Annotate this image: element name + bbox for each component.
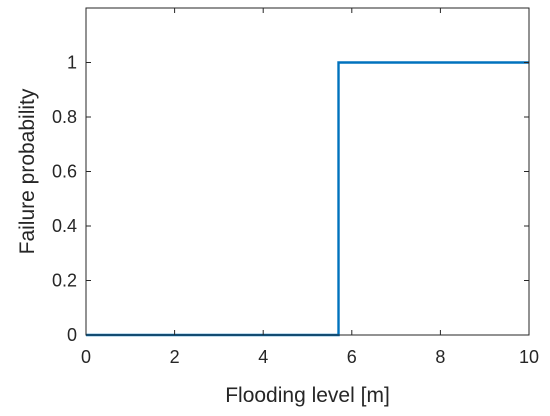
y-tick-label-4: 0.8 xyxy=(52,107,77,127)
x-tick-label-3: 6 xyxy=(347,347,357,367)
y-tick-label-3: 0.6 xyxy=(52,162,77,182)
x-tick-label-2: 4 xyxy=(258,347,268,367)
y-tick-label-1: 0.2 xyxy=(52,271,77,291)
y-axis-tick-labels: 0 0.2 0.4 0.6 0.8 1 xyxy=(52,53,77,346)
y-tick-label-2: 0.4 xyxy=(52,216,77,236)
x-axis-label: Flooding level [m] xyxy=(225,384,390,407)
x-tick-label-1: 2 xyxy=(170,347,180,367)
y-tick-label-5: 1 xyxy=(67,53,77,73)
y-axis-ticks xyxy=(86,62,529,336)
y-tick-label-0: 0 xyxy=(67,325,77,345)
x-axis-tick-labels: 0 2 4 6 8 10 xyxy=(81,347,539,367)
x-tick-label-0: 0 xyxy=(81,347,91,367)
plot-area-background xyxy=(86,8,529,335)
x-axis-ticks xyxy=(85,8,530,335)
x-tick-label-4: 8 xyxy=(435,347,445,367)
x-tick-label-5: 10 xyxy=(519,347,539,367)
y-axis-label: Failure probability xyxy=(16,88,39,254)
